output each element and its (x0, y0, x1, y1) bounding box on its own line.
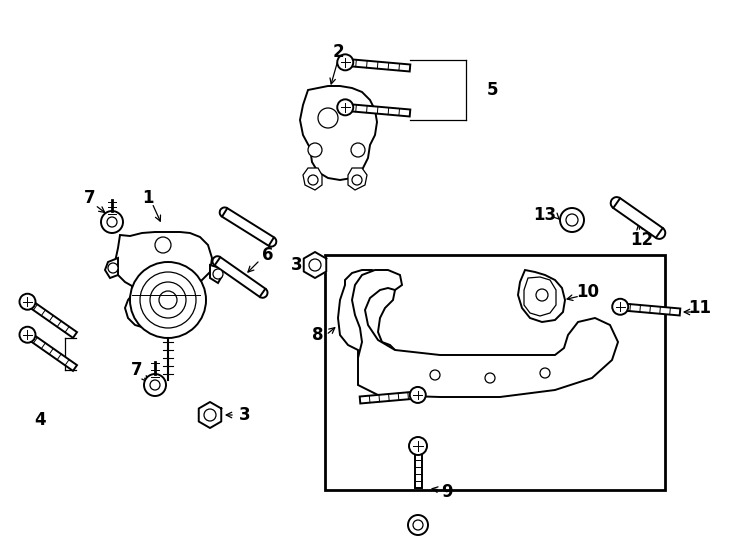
Polygon shape (115, 232, 212, 328)
Polygon shape (26, 299, 77, 338)
Polygon shape (338, 270, 395, 372)
Circle shape (536, 289, 548, 301)
Circle shape (204, 409, 216, 421)
Circle shape (308, 143, 322, 157)
Circle shape (413, 520, 423, 530)
Polygon shape (360, 392, 418, 403)
Polygon shape (222, 208, 274, 246)
Text: 2: 2 (333, 43, 344, 61)
Text: 6: 6 (262, 246, 274, 264)
Circle shape (410, 387, 426, 403)
Circle shape (159, 291, 177, 309)
Text: 7: 7 (131, 361, 143, 379)
Circle shape (308, 175, 318, 185)
Text: 9: 9 (441, 483, 453, 501)
Circle shape (213, 269, 223, 279)
Circle shape (144, 374, 166, 396)
Circle shape (351, 143, 365, 157)
Circle shape (130, 262, 206, 338)
Text: 8: 8 (312, 326, 324, 344)
Circle shape (337, 55, 353, 70)
Text: 11: 11 (688, 299, 711, 317)
Polygon shape (214, 257, 266, 297)
Polygon shape (524, 277, 556, 316)
Circle shape (430, 370, 440, 380)
Polygon shape (345, 59, 410, 71)
Circle shape (352, 175, 362, 185)
Polygon shape (352, 270, 618, 397)
Circle shape (107, 217, 117, 227)
Circle shape (20, 327, 35, 343)
Circle shape (108, 263, 118, 273)
Text: 7: 7 (84, 189, 96, 207)
Circle shape (140, 272, 196, 328)
Circle shape (408, 515, 428, 535)
Text: 4: 4 (34, 411, 46, 429)
Polygon shape (300, 86, 377, 180)
Polygon shape (105, 258, 118, 278)
Polygon shape (345, 104, 410, 117)
Polygon shape (303, 168, 322, 190)
Circle shape (20, 294, 35, 310)
Text: 5: 5 (486, 81, 498, 99)
Polygon shape (620, 303, 680, 315)
Text: 3: 3 (239, 406, 251, 424)
Polygon shape (614, 198, 663, 238)
Circle shape (560, 208, 584, 232)
Circle shape (150, 282, 186, 318)
Polygon shape (199, 402, 221, 428)
Text: 12: 12 (631, 231, 653, 249)
Text: 1: 1 (142, 189, 153, 207)
Text: 3: 3 (291, 256, 303, 274)
Circle shape (309, 259, 321, 271)
Circle shape (101, 211, 123, 233)
Text: 10: 10 (576, 283, 600, 301)
Polygon shape (26, 332, 77, 371)
Circle shape (150, 380, 160, 390)
Polygon shape (304, 252, 326, 278)
Circle shape (318, 108, 338, 128)
Polygon shape (210, 265, 222, 283)
Circle shape (566, 214, 578, 226)
Circle shape (540, 368, 550, 378)
Polygon shape (348, 168, 367, 190)
Polygon shape (415, 446, 421, 488)
Circle shape (155, 237, 171, 253)
Polygon shape (518, 270, 565, 322)
Circle shape (409, 437, 427, 455)
Circle shape (612, 299, 628, 315)
Circle shape (337, 99, 353, 116)
Bar (325, 255, 665, 490)
Circle shape (485, 373, 495, 383)
Text: 13: 13 (534, 206, 556, 224)
